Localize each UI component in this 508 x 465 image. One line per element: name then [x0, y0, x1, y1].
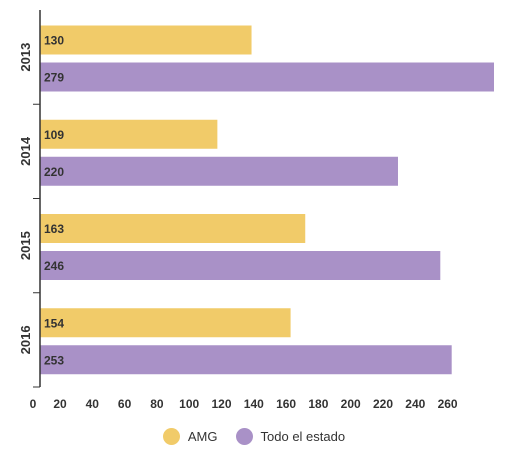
category-label: 2016 — [18, 325, 33, 354]
x-tick-label: 20 — [53, 397, 67, 411]
bar — [40, 156, 398, 186]
legend-swatch — [235, 428, 253, 445]
chart-legend: AMG Todo el estado — [0, 428, 508, 445]
category-label: 2015 — [18, 231, 33, 260]
legend-swatch — [162, 428, 180, 445]
bar-value-label: 130 — [44, 34, 64, 48]
bar — [40, 119, 218, 149]
x-tick-label: 200 — [341, 397, 361, 411]
bar-value-label: 279 — [44, 71, 64, 85]
bar-value-label: 154 — [44, 316, 64, 330]
legend-item: AMG — [162, 428, 218, 445]
bar-value-label: 246 — [44, 259, 64, 273]
x-tick-label: 0 — [30, 397, 37, 411]
category-label: 2013 — [18, 43, 33, 72]
bar — [40, 308, 291, 338]
bar — [40, 214, 306, 243]
bar-value-label: 253 — [44, 353, 64, 367]
category-label: 2014 — [18, 136, 33, 166]
x-tick-label: 240 — [405, 397, 425, 411]
x-tick-label: 180 — [308, 397, 328, 411]
x-tick-label: 260 — [438, 397, 458, 411]
bar — [40, 25, 252, 55]
bar-value-label: 163 — [44, 222, 64, 236]
bar — [40, 251, 441, 280]
bar-value-label: 109 — [44, 128, 64, 142]
x-tick-label: 220 — [373, 397, 393, 411]
legend-label: AMG — [187, 429, 218, 444]
x-tick-label: 80 — [150, 397, 164, 411]
bar — [40, 345, 452, 375]
legend-label: Todo el estado — [260, 429, 346, 444]
x-tick-label: 140 — [244, 397, 264, 411]
x-tick-label: 60 — [118, 397, 132, 411]
x-tick-label: 100 — [179, 397, 199, 411]
bar — [40, 62, 494, 92]
bar-value-label: 220 — [44, 165, 64, 179]
bar-chart: 1302792013109220201416324620151542532016… — [18, 10, 494, 411]
legend-item: Todo el estado — [235, 428, 346, 445]
x-tick-label: 160 — [276, 397, 296, 411]
x-tick-label: 120 — [211, 397, 231, 411]
x-tick-label: 40 — [86, 397, 100, 411]
